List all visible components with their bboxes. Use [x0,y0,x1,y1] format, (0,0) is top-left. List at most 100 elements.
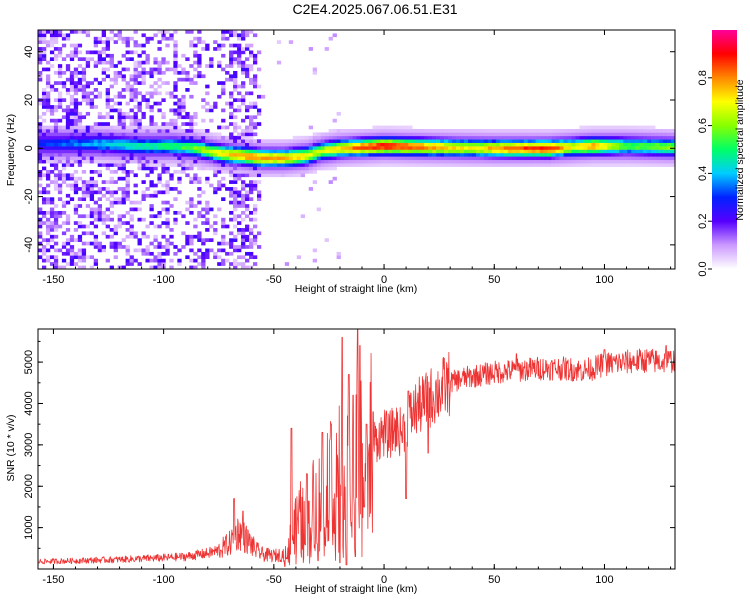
spectrogram-cell [639,163,644,167]
spectrogram-cell [655,152,660,157]
spectrogram-cell [105,156,110,161]
spectrogram-cell [336,156,341,161]
spectrogram-cell [117,187,122,191]
spectrogram-cell [141,251,146,256]
spectrogram-cell [45,238,51,242]
spectrogram-cell [511,139,517,143]
spectrogram-cell [93,88,99,92]
spectrogram-cell [412,149,417,154]
spectrogram-cell [53,234,59,239]
spectrogram-cell [125,210,130,215]
spectrogram-cell [41,265,47,270]
spectrogram-cell [615,159,620,164]
spectrogram-cell [97,132,102,137]
spectrogram-cell [125,251,130,256]
spectrogram-cell [149,108,154,113]
spectrogram-cell [157,125,162,130]
spectrogram-cell [181,132,186,137]
spectrogram-cell [245,156,250,161]
spectrogram-cell [177,132,182,137]
spectrogram-cell [284,146,290,150]
spectrogram-cell [475,163,481,167]
spectrogram-cell [408,152,413,157]
spectrogram-cell [603,159,608,164]
spectrogram-cell [340,149,345,154]
spectrogram-cell [69,149,75,154]
spectrogram-cell [205,221,210,225]
spectrogram-cell [109,152,114,157]
spectrogram-cell [288,146,294,150]
spectrogram-cell [233,245,238,249]
spectrogram-cell [332,118,337,123]
spectrogram-cell [376,146,381,150]
spectrogram-cell [483,146,489,150]
spectrogram-cell [69,187,75,191]
spectrogram-cell [547,149,552,154]
spectrogram-cell [197,255,202,260]
spectrogram-cell [81,251,87,256]
spectrogram-cell [388,129,393,133]
spectrogram-cell [133,231,138,236]
spectrogram-cell [249,149,254,154]
spectrogram-cell [141,248,146,253]
spectrogram-cell [41,40,47,44]
spectrogram-cell [463,149,469,154]
spectrogram-cell [213,166,218,171]
spectrogram-cell [185,139,190,143]
spectrogram-cell [551,152,556,157]
spectrogram-cell [245,183,250,188]
spectrogram-cell [201,207,206,212]
spectrogram-cell [444,129,449,133]
spectrogram-cell [623,129,628,133]
spectrogram-cell [201,142,206,147]
spectrogram-cell [471,159,477,164]
spectrogram-cell [260,169,266,174]
spectrogram-cell [233,193,238,198]
spectrogram-cell [57,224,63,229]
spectrogram-cell [105,159,110,164]
spectrogram-cell [213,187,218,191]
spectrogram-cell [45,129,51,133]
spectrogram-cell [587,125,592,130]
spectrogram-cell [205,139,210,143]
spectrogram-cell [141,111,146,116]
spectrogram-cell [97,152,102,157]
spectrogram-cell [635,146,640,150]
spectrogram-cell [97,248,102,253]
spectrogram-cell [169,135,174,140]
spectrogram-cell [161,221,166,225]
spectrogram-cell [57,135,63,140]
spectrogram-cell [53,152,59,157]
spectrogram-cell [467,129,473,133]
spectrogram-cell [460,132,465,137]
spectrogram-cell [117,159,122,164]
spectrogram-cell [65,241,71,246]
spectrogram-cell [205,200,210,205]
spectrogram-cell [249,173,254,178]
spectrogram-cell [292,156,298,161]
spectrogram-cell [348,129,353,133]
spectrogram-cell [241,238,246,242]
spectrogram-cell [85,214,91,219]
spectrogram-cell [213,132,218,137]
spectrogram-cell [563,129,568,133]
spectrogram-cell [252,146,258,150]
spectrogram-cell [635,132,640,137]
spectrogram-cell [436,139,441,143]
spectrogram-cell [288,169,294,174]
spectrogram-cell [38,221,43,225]
spectrogram-cell [189,146,194,150]
spectrogram-cell [475,156,481,161]
spectrogram-cell [205,135,210,140]
spectrogram-cell [105,111,110,116]
spectrogram-cell [527,159,532,164]
spectrogram-cell [400,135,405,140]
spectrogram-cell [213,255,218,260]
spectrogram-cell [69,248,75,253]
spectrogram-cell [38,248,43,253]
spectrogram-cell [579,152,584,157]
spectrogram-cell [491,139,497,143]
spectrogram-cell [471,129,477,133]
spectrogram-cell [229,173,234,178]
